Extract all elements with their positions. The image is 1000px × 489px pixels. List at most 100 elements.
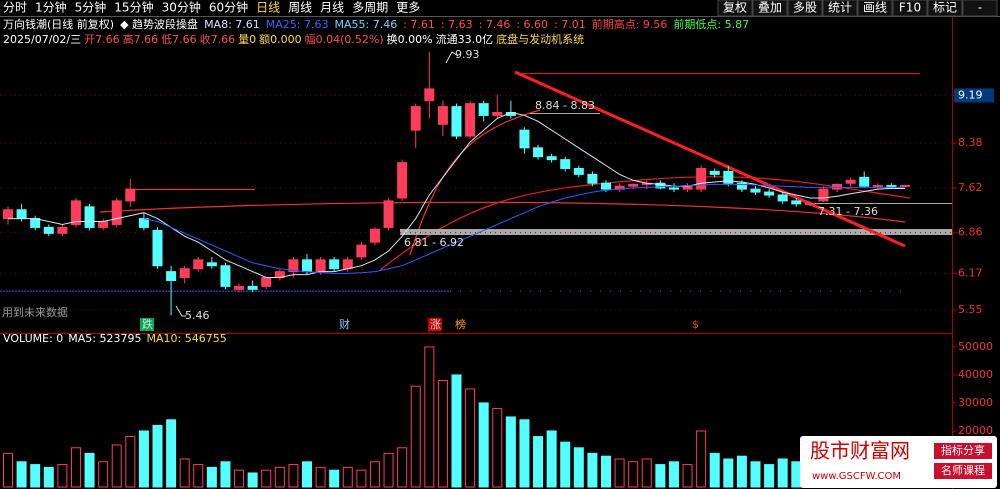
volume-bar — [492, 408, 503, 488]
volume-bar — [43, 466, 54, 488]
annotation: 9.93 — [455, 48, 480, 61]
volume-bar — [152, 424, 163, 488]
toolbar-button[interactable] — [822, 0, 858, 17]
header-text: 收7.66 — [200, 32, 236, 46]
toolbar-button-label[interactable]: - — [978, 1, 982, 15]
y-tick-label: 20000 — [958, 424, 993, 437]
volume-bar — [519, 419, 530, 488]
candle-body — [451, 106, 462, 137]
candle-body — [138, 218, 149, 228]
volume-bar — [682, 464, 693, 488]
candle-body — [478, 103, 489, 116]
candle-body — [845, 179, 856, 184]
volume-bar — [560, 441, 571, 488]
volume-bar — [628, 461, 639, 488]
note: 用到未来数据 — [2, 305, 68, 319]
volume-bar — [641, 458, 652, 488]
candle-body — [397, 162, 408, 199]
toolbar-button-label[interactable]: 复权 — [723, 1, 747, 15]
header-text: 高7.66 — [123, 32, 159, 46]
toolbar-button-label[interactable]: 统计 — [828, 1, 852, 15]
toolbar-button[interactable] — [717, 0, 753, 17]
volume-bar — [138, 430, 149, 488]
ma-line — [8, 111, 905, 278]
trend-line — [514, 70, 906, 248]
volume-bar — [356, 469, 367, 488]
y-tick-label: 6.86 — [958, 226, 983, 239]
candle-body — [573, 167, 584, 175]
volume-bar — [533, 436, 544, 488]
volume-bar — [206, 466, 217, 488]
candle-body — [329, 259, 340, 270]
volume-bar — [587, 452, 598, 488]
header-text: 日线 — [256, 1, 280, 15]
header-text: : 7.61 — [403, 18, 435, 31]
toolbar-button[interactable] — [787, 0, 823, 17]
header-text: 额0.000 — [259, 33, 302, 46]
candle-body — [315, 259, 326, 273]
toolbar-button[interactable] — [927, 0, 963, 17]
annotation-arrow — [175, 305, 186, 317]
candle-body — [560, 159, 571, 169]
watermark-tag-box — [934, 443, 992, 459]
candle-body — [111, 200, 122, 225]
candle-body — [57, 226, 68, 234]
volume-bar — [791, 461, 802, 488]
y-tick-label: 30000 — [958, 396, 993, 409]
candle-body — [587, 173, 598, 184]
candle-body — [791, 200, 802, 205]
candle-body — [98, 221, 109, 228]
candle-body — [302, 259, 312, 273]
volume-bar — [30, 464, 41, 488]
volume-bar — [234, 469, 245, 488]
candle-body — [628, 183, 639, 187]
header-text: 开7.66 — [84, 33, 120, 46]
ma-line — [143, 183, 905, 274]
y-tick-label: 50000 — [958, 340, 993, 353]
volume-bar — [98, 461, 109, 488]
volume-bar — [342, 466, 353, 488]
candle-body — [70, 200, 81, 225]
volume-bar — [424, 346, 435, 488]
marker: 财 — [339, 317, 350, 331]
watermark-url: www.GSCFW.COM — [812, 471, 901, 482]
candle-body — [818, 188, 829, 202]
volume-bar — [601, 455, 611, 488]
candle-body — [424, 88, 435, 102]
candle-body — [125, 188, 136, 202]
price-box — [954, 88, 994, 103]
header-text: 2025/07/02/三 — [3, 33, 81, 46]
candle-body — [247, 285, 258, 290]
header-text: MA55: 7.46 — [335, 18, 398, 31]
candle-body — [900, 185, 910, 188]
header-text: 60分钟 — [209, 0, 248, 15]
toolbar-button-label[interactable]: 标记 — [933, 1, 957, 15]
candle-body — [3, 209, 13, 220]
candle-body — [872, 185, 883, 188]
candle-body — [546, 156, 557, 161]
toolbar-button-label[interactable]: F10 — [899, 1, 921, 15]
toolbar-button-label[interactable]: 多股 — [793, 1, 817, 15]
toolbar-button[interactable] — [892, 0, 928, 17]
marker: $ — [692, 318, 699, 331]
volume-bar — [315, 466, 326, 488]
volume-bar — [3, 452, 13, 488]
candle-body — [709, 170, 720, 175]
candle-body — [206, 262, 217, 267]
volume-bar — [220, 461, 231, 488]
volume-bar — [57, 464, 68, 488]
volume-bar — [668, 461, 679, 488]
candle-body — [30, 218, 41, 228]
toolbar-button[interactable] — [752, 0, 788, 17]
header-text: MA25: 7.63 — [266, 18, 329, 31]
toolbar-button-label[interactable]: 画线 — [863, 1, 887, 15]
volume-bar — [397, 447, 408, 488]
toolbar-button[interactable] — [962, 0, 998, 17]
header-text: 周线 — [288, 1, 312, 15]
header-text: 更多 — [396, 1, 420, 15]
header-text: 多周期 — [352, 1, 388, 15]
toolbar-button[interactable] — [857, 0, 893, 17]
toolbar-button-label[interactable]: 叠加 — [758, 1, 782, 15]
header-text: : 7.63 — [441, 18, 473, 31]
annotation: 6.81 - 6.92 — [404, 236, 464, 249]
